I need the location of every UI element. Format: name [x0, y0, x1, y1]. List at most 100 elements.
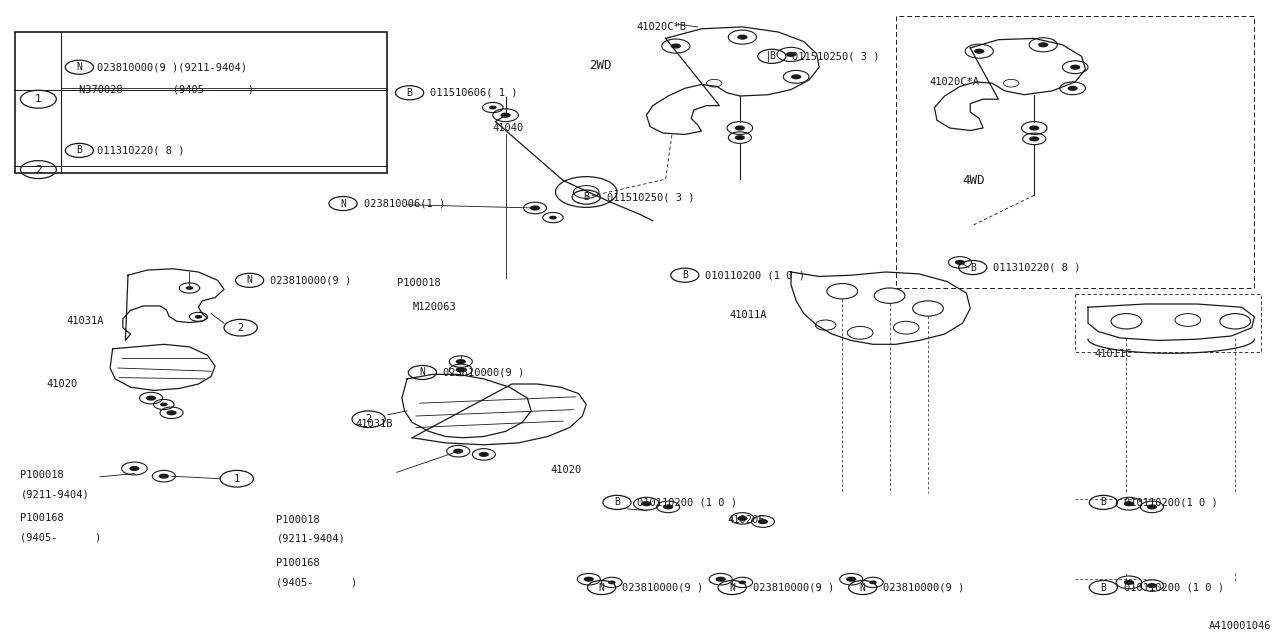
Ellipse shape: [456, 359, 466, 364]
Ellipse shape: [549, 216, 557, 220]
Text: (9211-9404): (9211-9404): [276, 534, 346, 544]
Text: 023810000(9 ): 023810000(9 ): [883, 582, 964, 593]
Text: N: N: [340, 198, 346, 209]
Text: 2: 2: [35, 164, 42, 175]
Ellipse shape: [146, 396, 156, 401]
Ellipse shape: [584, 577, 594, 582]
Ellipse shape: [1124, 501, 1134, 506]
Text: 4WD: 4WD: [963, 174, 986, 187]
Ellipse shape: [846, 577, 856, 582]
Ellipse shape: [453, 449, 463, 454]
Ellipse shape: [758, 519, 768, 524]
Ellipse shape: [955, 260, 965, 265]
Text: P100018: P100018: [20, 470, 64, 480]
Ellipse shape: [159, 474, 169, 479]
Text: B: B: [682, 270, 687, 280]
Ellipse shape: [160, 403, 168, 406]
Text: 023810006(1 ): 023810006(1 ): [364, 198, 444, 209]
Text: B: B: [970, 262, 975, 273]
Text: B: B: [769, 51, 774, 61]
Text: 41011A: 41011A: [730, 310, 767, 320]
Ellipse shape: [671, 44, 681, 49]
Ellipse shape: [489, 106, 497, 109]
Text: 1: 1: [35, 94, 42, 104]
Ellipse shape: [195, 315, 202, 319]
Text: 023810000(9 ): 023810000(9 ): [443, 367, 524, 378]
Ellipse shape: [786, 52, 796, 57]
Text: 010110200 (1 0 ): 010110200 (1 0 ): [637, 497, 737, 508]
Text: N: N: [247, 275, 252, 285]
Text: N: N: [730, 582, 735, 593]
Text: 011510606( 1 ): 011510606( 1 ): [430, 88, 517, 98]
Ellipse shape: [456, 367, 466, 372]
Ellipse shape: [1038, 42, 1048, 47]
Text: 41020: 41020: [550, 465, 581, 476]
Ellipse shape: [530, 205, 540, 211]
Text: 41040: 41040: [493, 123, 524, 133]
Text: 41020C*A: 41020C*A: [929, 77, 979, 87]
Text: 2: 2: [366, 414, 371, 424]
Text: N: N: [77, 62, 82, 72]
Ellipse shape: [1068, 86, 1078, 91]
Text: A410001046: A410001046: [1208, 621, 1271, 631]
Text: (9405-      ): (9405- ): [20, 532, 101, 543]
Text: B: B: [407, 88, 412, 98]
Text: 023810000(9 )(9211-9404): 023810000(9 )(9211-9404): [97, 62, 247, 72]
Text: B: B: [584, 192, 589, 202]
Text: 2WD: 2WD: [589, 59, 612, 72]
Text: P100018: P100018: [397, 278, 440, 288]
Ellipse shape: [166, 410, 177, 415]
Text: 023810000(9 ): 023810000(9 ): [622, 582, 703, 593]
Ellipse shape: [663, 504, 673, 509]
Text: N: N: [860, 582, 865, 593]
Ellipse shape: [1070, 65, 1080, 70]
Text: M120063: M120063: [412, 302, 456, 312]
Text: (9405-      ): (9405- ): [276, 577, 357, 588]
Ellipse shape: [716, 577, 726, 582]
Text: N: N: [420, 367, 425, 378]
Text: 011510250( 3 ): 011510250( 3 ): [792, 51, 879, 61]
Ellipse shape: [737, 35, 748, 40]
Text: N370028        (9405-      ): N370028 (9405- ): [79, 84, 255, 95]
Ellipse shape: [974, 49, 984, 54]
Text: 011310220( 8 ): 011310220( 8 ): [993, 262, 1080, 273]
Ellipse shape: [129, 466, 140, 471]
Text: 023810000(9 ): 023810000(9 ): [753, 582, 833, 593]
Text: (9211-9404): (9211-9404): [20, 489, 90, 499]
Ellipse shape: [737, 516, 748, 521]
Text: 011310220( 8 ): 011310220( 8 ): [97, 145, 184, 156]
Ellipse shape: [1124, 580, 1134, 585]
Ellipse shape: [1147, 504, 1157, 509]
Text: 41031A: 41031A: [67, 316, 104, 326]
Text: 41020F: 41020F: [727, 515, 764, 525]
Text: 1: 1: [234, 474, 239, 484]
Text: B: B: [1101, 497, 1106, 508]
Ellipse shape: [735, 125, 745, 131]
Ellipse shape: [479, 452, 489, 457]
Text: 41031B: 41031B: [356, 419, 393, 429]
Ellipse shape: [1147, 583, 1157, 588]
Bar: [15, 32, 387, 173]
Ellipse shape: [500, 113, 511, 118]
Ellipse shape: [869, 580, 877, 584]
Text: B: B: [77, 145, 82, 156]
Text: 010110200(1 0 ): 010110200(1 0 ): [1124, 497, 1217, 508]
Ellipse shape: [739, 580, 746, 584]
Text: 010110200 (1 0 ): 010110200 (1 0 ): [1124, 582, 1224, 593]
Ellipse shape: [641, 501, 652, 506]
Ellipse shape: [791, 74, 801, 79]
Ellipse shape: [1029, 125, 1039, 131]
Text: 011510250( 3 ): 011510250( 3 ): [607, 192, 694, 202]
Ellipse shape: [1029, 136, 1039, 141]
Text: 41020: 41020: [46, 379, 77, 389]
Text: N: N: [599, 582, 604, 593]
Text: P100018: P100018: [276, 515, 320, 525]
Text: 41011C: 41011C: [1094, 349, 1132, 359]
Text: B: B: [614, 497, 620, 508]
Text: P100168: P100168: [276, 558, 320, 568]
Text: 023810000(9 ): 023810000(9 ): [270, 275, 351, 285]
Ellipse shape: [608, 580, 616, 584]
Text: 41020C*B: 41020C*B: [636, 22, 686, 32]
Text: 010110200 (1 0 ): 010110200 (1 0 ): [705, 270, 805, 280]
Ellipse shape: [735, 135, 745, 140]
